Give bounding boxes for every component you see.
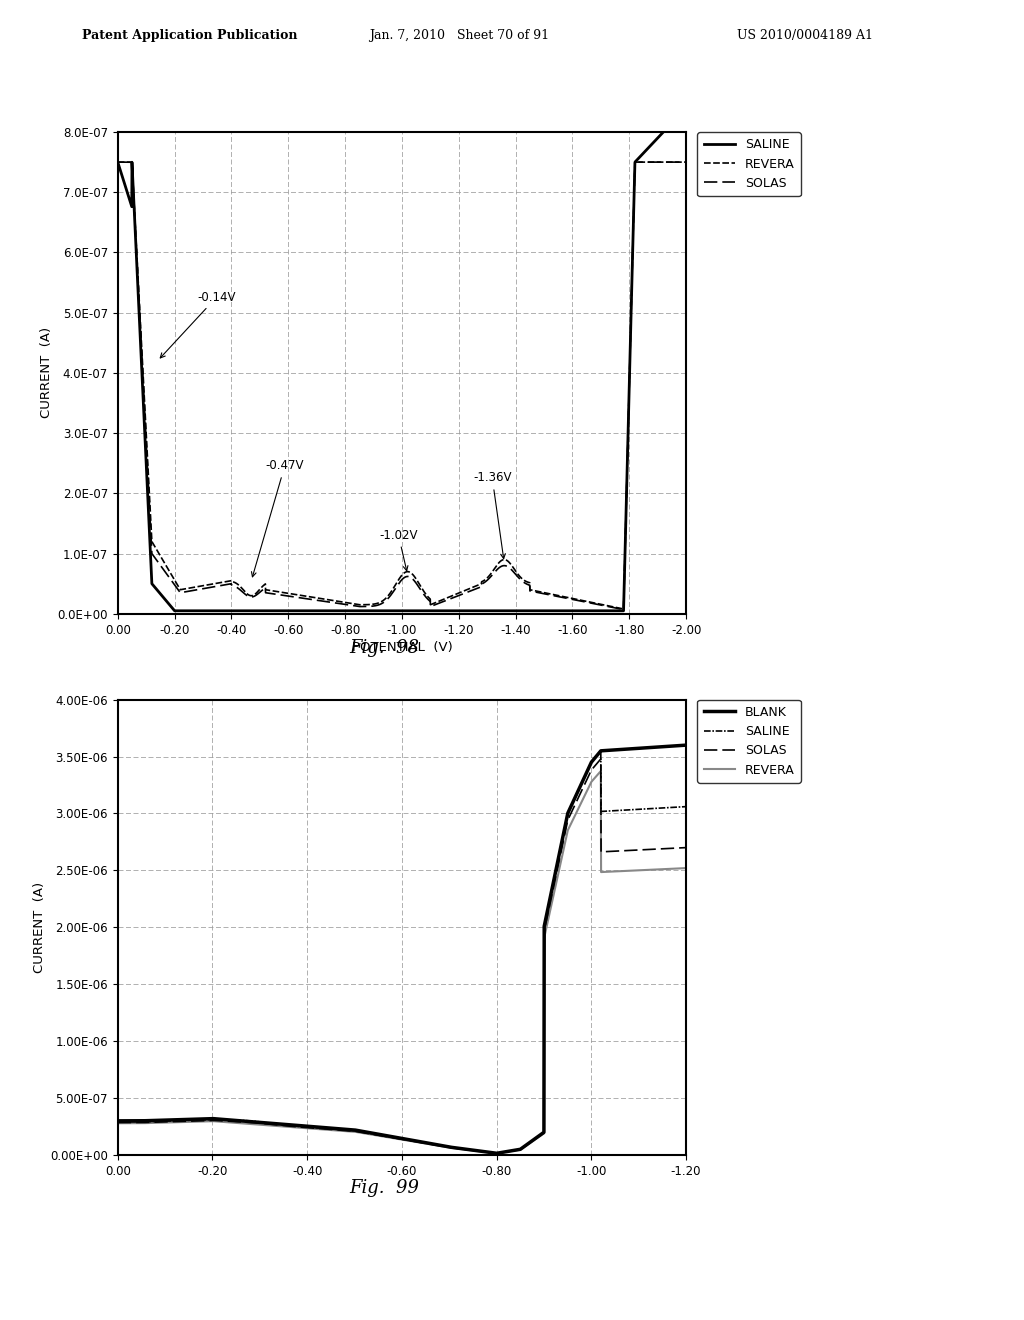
Text: US 2010/0004189 A1: US 2010/0004189 A1 xyxy=(737,29,873,42)
Text: -1.02V: -1.02V xyxy=(379,528,418,570)
Legend: BLANK, SALINE, SOLAS, REVERA: BLANK, SALINE, SOLAS, REVERA xyxy=(697,700,801,783)
Y-axis label: CURRENT  (A): CURRENT (A) xyxy=(40,327,53,418)
Y-axis label: CURRENT  (A): CURRENT (A) xyxy=(33,882,46,973)
Legend: SALINE, REVERA, SOLAS: SALINE, REVERA, SOLAS xyxy=(697,132,801,195)
X-axis label: POTENTIAL  (V): POTENTIAL (V) xyxy=(351,640,453,653)
Text: -1.36V: -1.36V xyxy=(473,471,511,558)
Text: -0.14V: -0.14V xyxy=(161,290,236,358)
Text: -0.47V: -0.47V xyxy=(252,459,304,577)
Text: Jan. 7, 2010   Sheet 70 of 91: Jan. 7, 2010 Sheet 70 of 91 xyxy=(369,29,549,42)
Text: Fig.  98: Fig. 98 xyxy=(349,639,419,657)
Text: Patent Application Publication: Patent Application Publication xyxy=(82,29,297,42)
Text: Fig.  99: Fig. 99 xyxy=(349,1179,419,1197)
